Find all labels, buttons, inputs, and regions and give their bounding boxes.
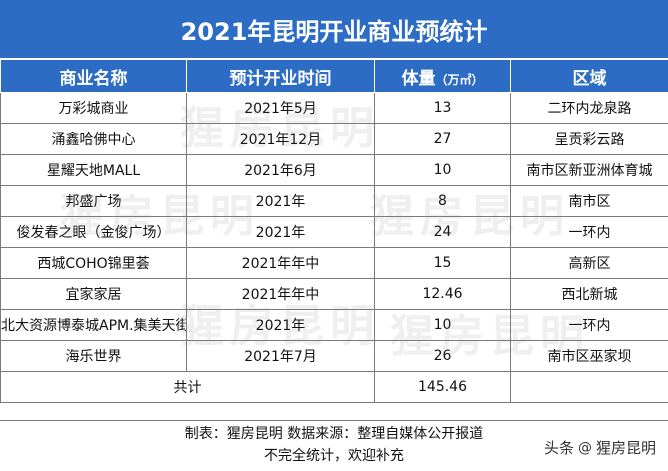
cell-time: 2021年 <box>187 310 375 341</box>
cell-time: 2021年12月 <box>187 124 375 155</box>
column-header-area: 区域 <box>511 60 668 93</box>
cell-name: 北大资源博泰城APM.集美天街 <box>1 310 187 341</box>
cell-area: 南市区新亚洲体育城 <box>511 155 668 186</box>
cell-name: 海乐世界 <box>1 341 187 372</box>
table-header-row: 商业名称 预计开业时间 体量（万㎡） 区域 <box>1 60 668 93</box>
total-volume: 145.46 <box>375 372 511 403</box>
column-header-volume: 体量（万㎡） <box>375 60 511 93</box>
cell-volume: 15 <box>375 248 511 279</box>
cell-time: 2021年年中 <box>187 279 375 310</box>
cell-volume: 26 <box>375 341 511 372</box>
cell-volume: 10 <box>375 155 511 186</box>
volume-unit-label: （万㎡） <box>435 73 483 87</box>
total-row: 共计 145.46 <box>1 372 668 403</box>
column-header-name: 商业名称 <box>1 60 187 93</box>
cell-time: 2021年年中 <box>187 248 375 279</box>
cell-name: 俊发春之眼（金俊广场） <box>1 217 187 248</box>
cell-area: 南市区 <box>511 186 668 217</box>
cell-area: 二环内龙泉路 <box>511 93 668 124</box>
cell-area: 南市区巫家坝 <box>511 341 668 372</box>
cell-name: 万彩城商业 <box>1 93 187 124</box>
cell-volume: 27 <box>375 124 511 155</box>
brand-prefix: 头条 <box>544 437 574 458</box>
total-label: 共计 <box>1 372 375 403</box>
cell-name: 宜家家居 <box>1 279 187 310</box>
cell-volume: 12.46 <box>375 279 511 310</box>
cell-area: 一环内 <box>511 217 668 248</box>
cell-name: 星耀天地MALL <box>1 155 187 186</box>
cell-volume: 13 <box>375 93 511 124</box>
cell-time: 2021年 <box>187 186 375 217</box>
cell-area: 西北新城 <box>511 279 668 310</box>
cell-time: 2021年 <box>187 217 375 248</box>
total-empty-cell <box>511 372 668 403</box>
cell-time: 2021年5月 <box>187 93 375 124</box>
cell-name: 邦盛广场 <box>1 186 187 217</box>
cell-volume: 8 <box>375 186 511 217</box>
volume-header-label: 体量 <box>401 69 435 89</box>
cell-name: 涌鑫哈佛中心 <box>1 124 187 155</box>
cell-name: 西城COHO锦里荟 <box>1 248 187 279</box>
brand-name: 猩房昆明 <box>596 437 656 458</box>
cell-time: 2021年6月 <box>187 155 375 186</box>
at-icon: @ <box>578 440 592 456</box>
column-header-time: 预计开业时间 <box>187 60 375 93</box>
brand-watermark: 头条 @ 猩房昆明 <box>544 437 656 458</box>
cell-volume: 24 <box>375 217 511 248</box>
cell-area: 一环内 <box>511 310 668 341</box>
cell-volume: 10 <box>375 310 511 341</box>
table-title: 2021年昆明开业商业预统计 <box>0 0 668 60</box>
cell-area: 呈贡彩云路 <box>511 124 668 155</box>
cell-time: 2021年7月 <box>187 341 375 372</box>
cell-area: 高新区 <box>511 248 668 279</box>
